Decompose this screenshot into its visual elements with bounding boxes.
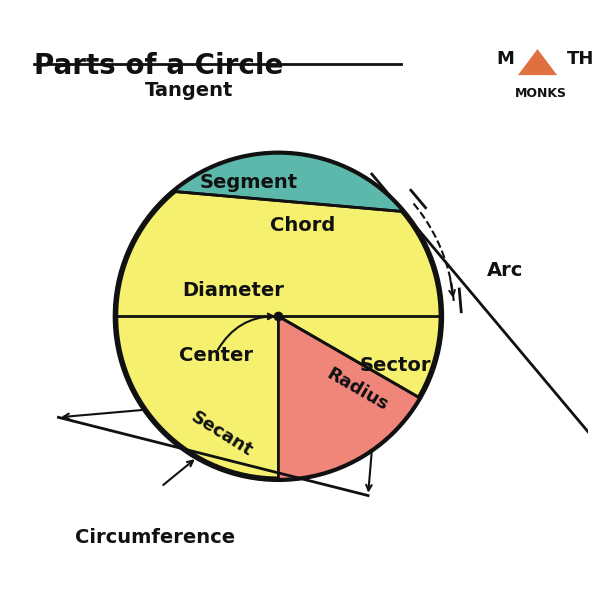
Text: Segment: Segment [200, 173, 298, 192]
Text: Parts of a Circle: Parts of a Circle [34, 52, 283, 80]
Polygon shape [518, 49, 557, 75]
Text: M: M [497, 50, 515, 68]
Text: Sector: Sector [360, 356, 431, 374]
Circle shape [115, 154, 442, 479]
Text: Center: Center [179, 346, 253, 365]
Text: Radius: Radius [323, 365, 391, 415]
Text: Tangent: Tangent [145, 80, 233, 100]
Text: Chord: Chord [270, 215, 335, 235]
Text: Arc: Arc [487, 261, 523, 280]
Text: Diameter: Diameter [182, 281, 284, 300]
Text: Secant: Secant [187, 407, 256, 460]
Text: MONKS: MONKS [515, 86, 567, 100]
Text: TH: TH [567, 50, 594, 68]
Wedge shape [278, 316, 419, 479]
Polygon shape [173, 154, 403, 212]
Text: Circumference: Circumference [75, 528, 235, 547]
